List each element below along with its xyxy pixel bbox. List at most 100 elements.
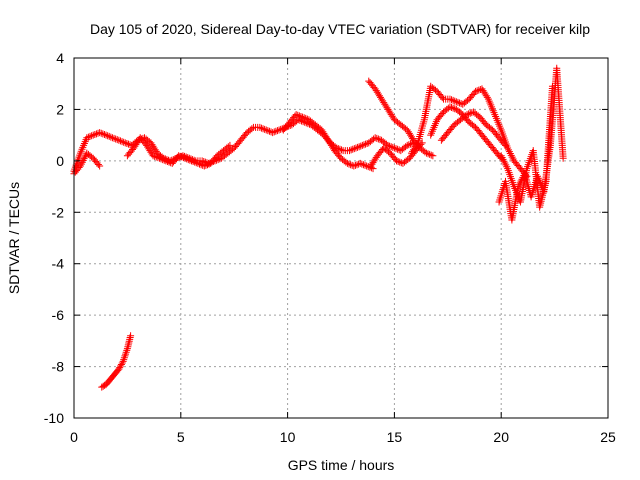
data-point [395, 146, 403, 154]
data-point [98, 383, 106, 391]
data-point [500, 140, 508, 148]
data-point [179, 154, 187, 162]
data-point [392, 145, 400, 153]
data-point [261, 125, 269, 133]
data-point [183, 155, 191, 163]
data-point [115, 365, 123, 373]
data-point [349, 145, 357, 153]
data-point [197, 161, 205, 169]
data-point [362, 140, 370, 148]
data-point [354, 143, 362, 151]
data-point [204, 161, 211, 169]
data-point [152, 153, 160, 161]
data-point [265, 127, 273, 135]
data-point [248, 125, 256, 133]
y-tick-label: -8 [52, 359, 65, 375]
data-point [192, 159, 200, 167]
data-point [355, 143, 363, 151]
data-series-seg-9 [437, 108, 509, 149]
data-point [403, 141, 411, 149]
data-point [262, 126, 270, 134]
data-point [118, 138, 126, 146]
data-point [116, 364, 124, 372]
data-point [273, 127, 281, 135]
data-point [302, 114, 310, 122]
plot-frame [73, 57, 609, 419]
data-series-seg-7 [407, 82, 531, 180]
data-point [116, 137, 124, 145]
data-point [257, 124, 265, 132]
data-point [108, 134, 116, 142]
data-point [102, 131, 110, 139]
data-point [389, 143, 397, 151]
data-point [297, 113, 305, 120]
data-point [184, 156, 192, 164]
data-point [89, 131, 97, 139]
data-point [96, 129, 104, 137]
data-point [91, 131, 99, 138]
data-point [121, 139, 129, 147]
data-point [359, 161, 367, 169]
chart-title: Day 105 of 2020, Sidereal Day-to-day VTE… [90, 21, 590, 37]
data-point [96, 162, 104, 170]
data-series-seg-12 [98, 332, 135, 391]
data-point [178, 153, 186, 161]
data-point [358, 141, 366, 149]
data-point [97, 129, 105, 137]
data-point [454, 98, 462, 106]
tick-layer: 0 5 10 15 20 25 -10 -8 -6 -4 -2 0 2 4 [44, 50, 616, 445]
data-point [157, 155, 165, 163]
data-point [347, 146, 355, 154]
data-point [427, 151, 435, 159]
data-point [123, 346, 131, 354]
data-point [259, 125, 267, 133]
data-point [120, 138, 128, 146]
data-point [438, 94, 446, 102]
data-point [397, 159, 405, 167]
data-point [451, 97, 459, 105]
data-point [292, 111, 300, 119]
data-point [363, 140, 371, 147]
data-layer [70, 64, 567, 391]
data-point [264, 127, 272, 135]
x-tick-label: 0 [70, 429, 78, 445]
data-series-seg-4 [279, 111, 377, 173]
data-point [353, 161, 361, 169]
data-point [357, 142, 365, 150]
y-tick-label: -4 [52, 256, 65, 272]
data-point [350, 145, 358, 153]
data-point [159, 156, 167, 164]
data-point [387, 143, 395, 151]
data-series-seg-5 [365, 77, 437, 160]
data-point [269, 129, 277, 137]
grid-layer [74, 58, 608, 418]
data-point [452, 98, 460, 106]
data-point [371, 134, 379, 142]
data-point [110, 134, 118, 142]
data-point [202, 161, 210, 169]
data-point [386, 142, 394, 150]
data-point [338, 146, 346, 154]
data-point [121, 352, 129, 360]
data-point [343, 159, 351, 167]
data-point [406, 140, 414, 148]
data-point [376, 136, 384, 144]
data-point [107, 133, 115, 141]
data-point [187, 157, 195, 165]
x-axis-label: GPS time / hours [288, 457, 395, 473]
data-point [351, 161, 359, 169]
data-point [149, 152, 157, 160]
data-point [256, 123, 264, 131]
data-point [151, 152, 159, 160]
data-point [356, 159, 364, 167]
x-tick-label: 15 [387, 429, 403, 445]
data-point [272, 127, 280, 135]
data-series-seg-11 [497, 82, 556, 211]
data-point [446, 103, 454, 111]
y-tick-label: -10 [44, 410, 64, 426]
data-point [126, 141, 134, 149]
data-point [361, 161, 369, 169]
x-tick-label: 10 [280, 429, 296, 445]
y-axis-label: SDTVAR / TECUs [6, 182, 22, 294]
data-point [191, 158, 199, 166]
